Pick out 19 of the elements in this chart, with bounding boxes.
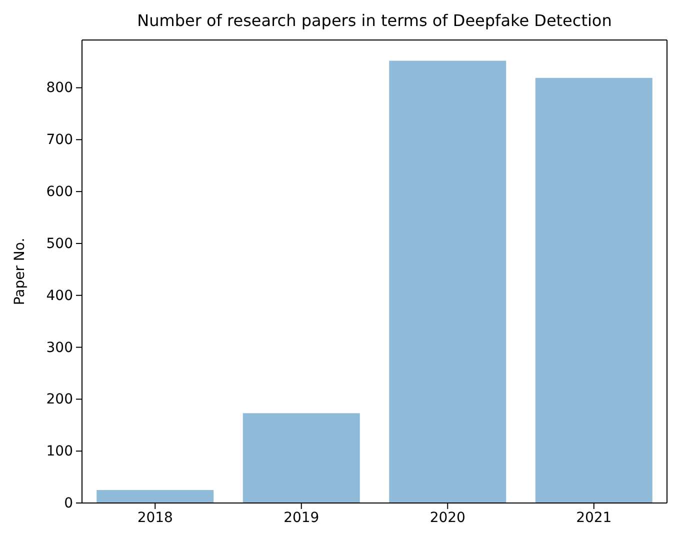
x-tick-label: 2019	[284, 510, 320, 526]
y-axis-title: Paper No.	[12, 238, 28, 306]
y-tick-label: 700	[46, 132, 73, 148]
y-tick-label: 0	[64, 495, 73, 512]
chart-title: Number of research papers in terms of Deepfake Detection	[137, 11, 612, 30]
y-tick-label: 400	[46, 288, 73, 304]
bar	[96, 490, 214, 503]
y-tick-label: 200	[46, 392, 73, 408]
bar	[535, 78, 652, 503]
y-tick-label: 600	[46, 184, 73, 200]
y-tick-label: 300	[46, 340, 73, 356]
y-tick-label: 500	[46, 236, 73, 252]
x-tick-label: 2018	[137, 510, 173, 526]
y-tick-label: 800	[46, 80, 73, 96]
y-tick-label: 100	[46, 444, 73, 460]
x-tick-label: 2020	[430, 510, 466, 526]
x-tick-label: 2021	[576, 510, 612, 526]
bar	[242, 413, 360, 503]
bar	[389, 60, 506, 503]
